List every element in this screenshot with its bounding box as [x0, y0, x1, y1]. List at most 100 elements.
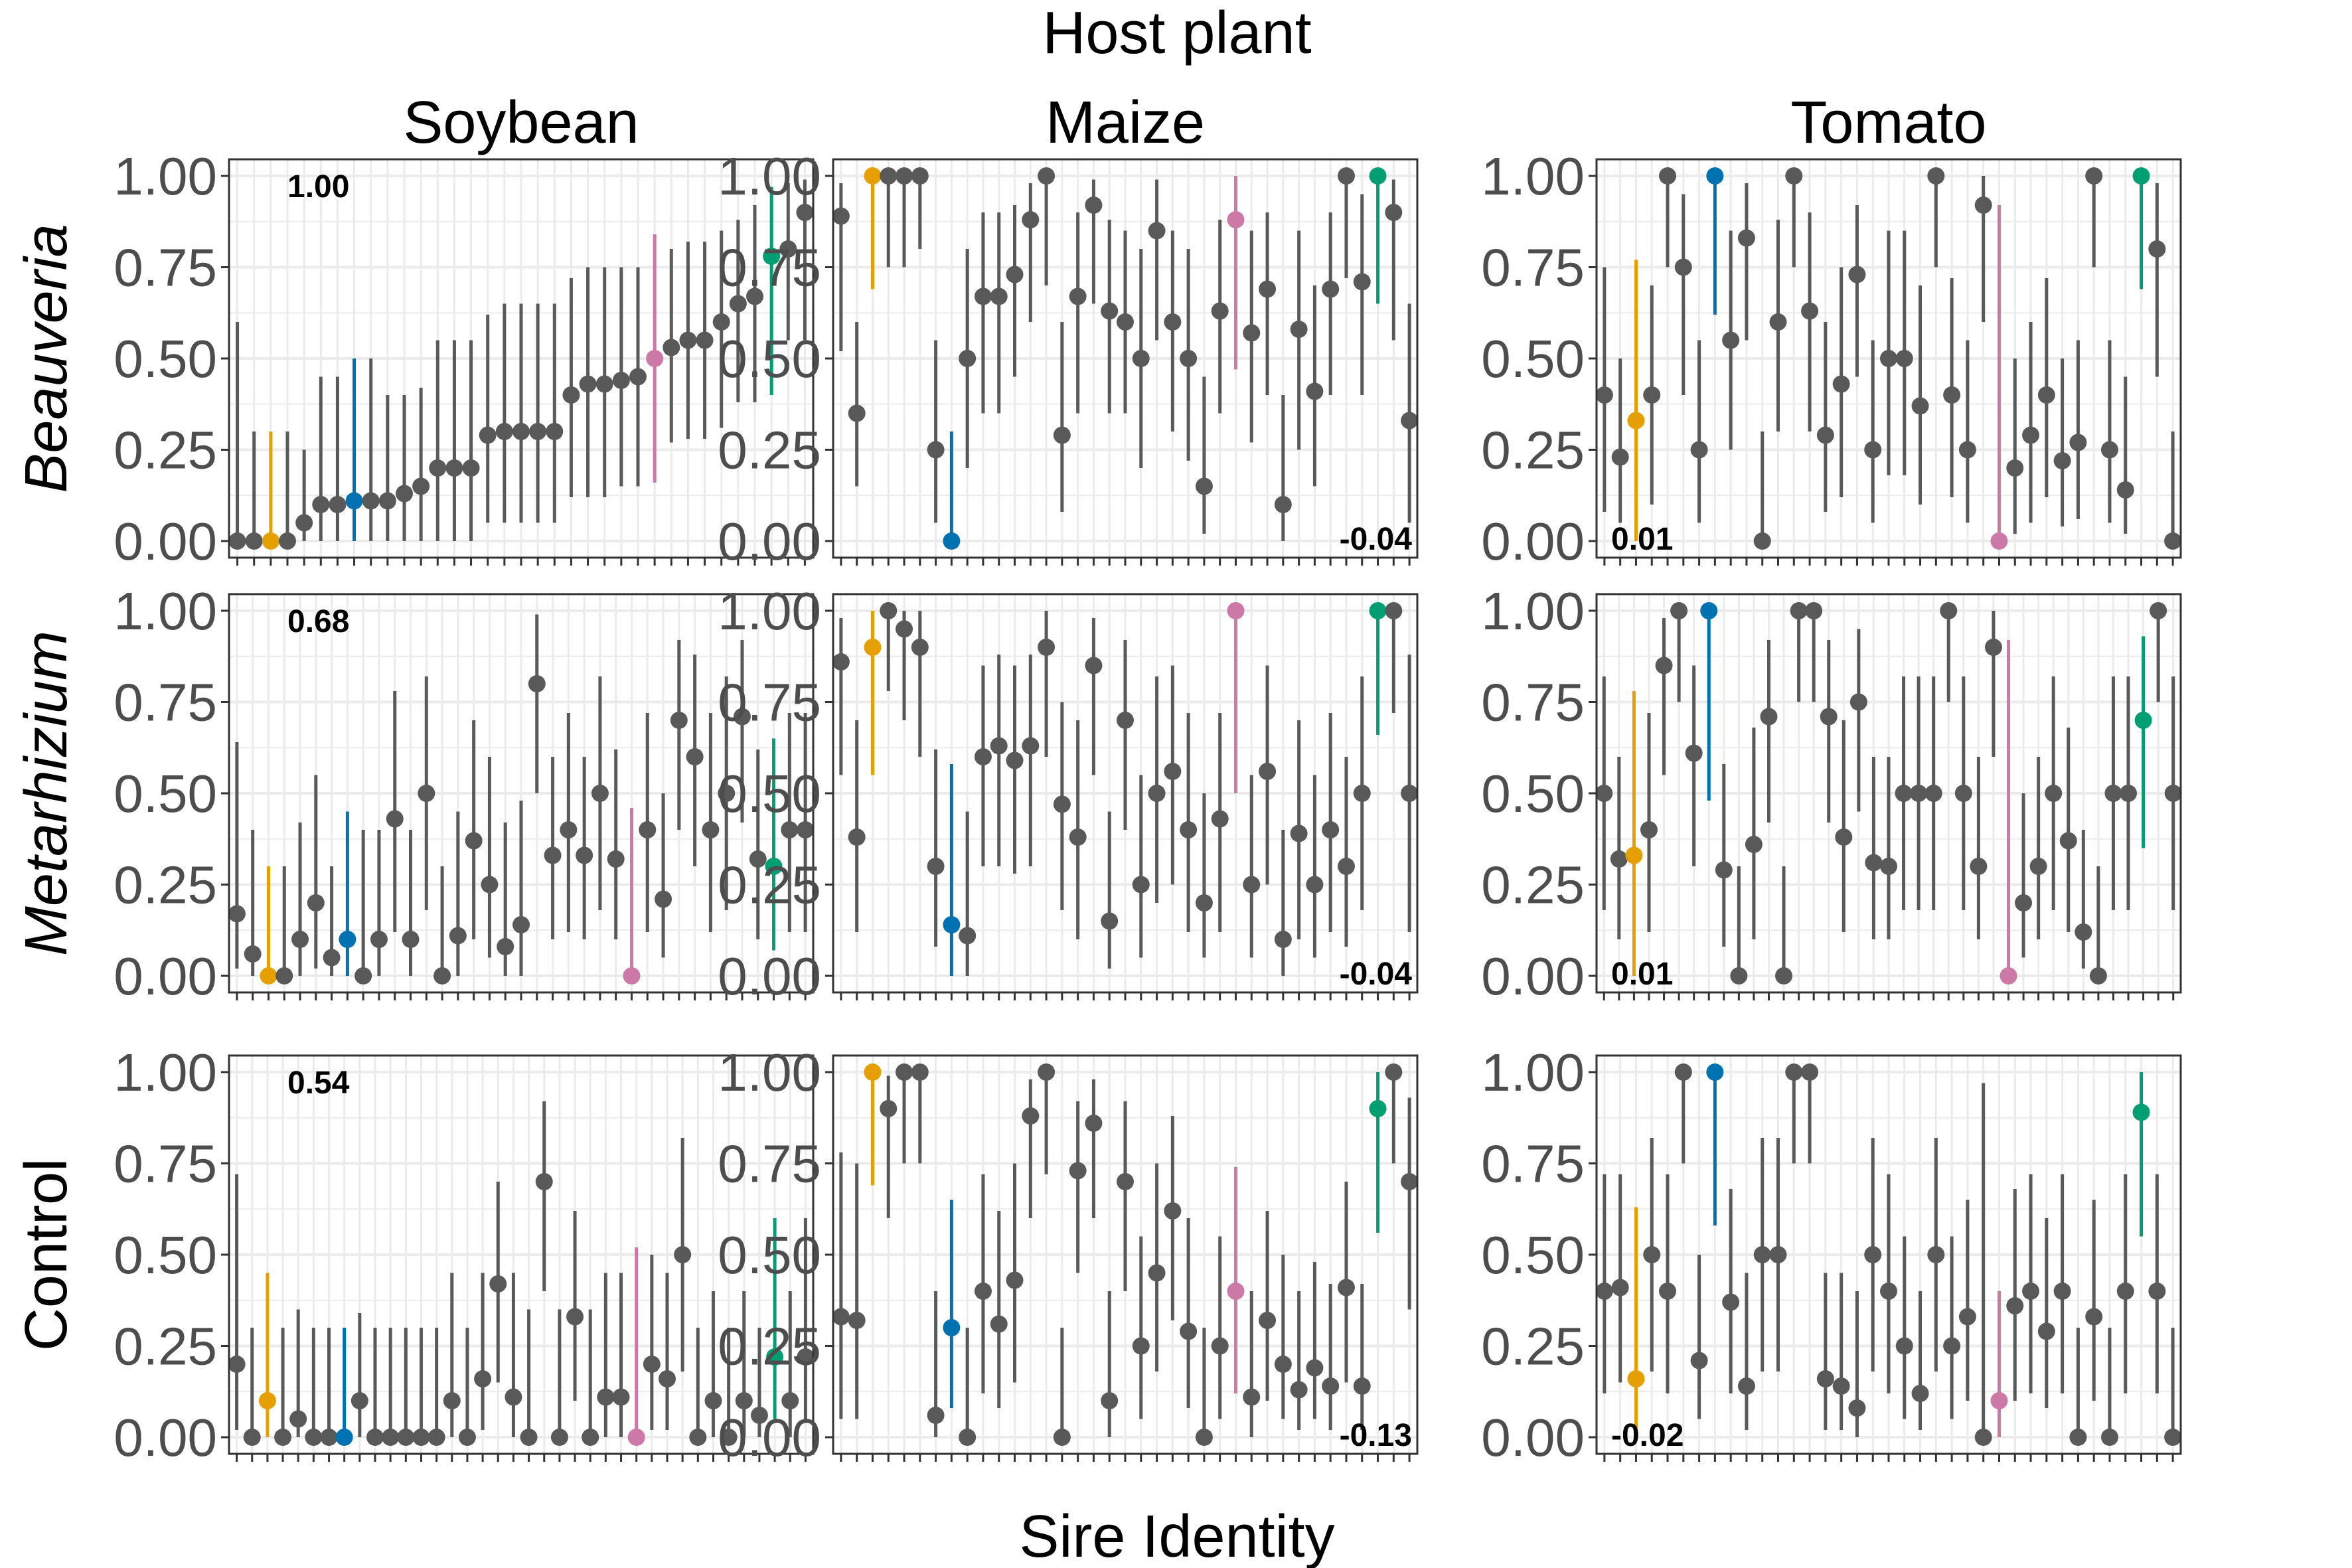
- sire-point: [2075, 923, 2092, 941]
- y-tick-label: 0.50: [114, 1225, 217, 1285]
- sire-point: [1974, 1429, 1992, 1446]
- sire-point: [729, 295, 747, 313]
- sire-point: [1611, 1279, 1629, 1296]
- sire-point: [1401, 1173, 1419, 1190]
- y-tick-label: 0.25: [1481, 1317, 1585, 1376]
- sire-point: [1022, 1107, 1040, 1125]
- sire-point: [465, 832, 483, 850]
- sire-point: [733, 708, 751, 726]
- sire-point: [702, 821, 720, 838]
- sire-point: [443, 1392, 461, 1409]
- sire-point: [974, 748, 992, 765]
- y-tick-label: 0.25: [1481, 856, 1585, 915]
- sire-point: [612, 1388, 630, 1406]
- sire-point: [1595, 1283, 1613, 1300]
- sire-point: [974, 287, 992, 305]
- sire-point: [1101, 1392, 1119, 1409]
- sire-point: [1038, 639, 1056, 656]
- y-tick-label: 1.00: [1481, 147, 1585, 206]
- y-tick-label: 0.50: [1481, 1225, 1585, 1285]
- sire-point: [927, 441, 945, 459]
- sire-point: [1659, 167, 1677, 185]
- highlighted-sire-point: [262, 532, 279, 550]
- sire-point: [2006, 1297, 2024, 1314]
- highlighted-sire-point: [1227, 602, 1245, 619]
- sire-point: [228, 905, 246, 923]
- highlighted-sire-point: [1990, 1392, 2008, 1409]
- facet-panel: 0.00 0.25 0.50 0.75 1.00 1.00: [114, 147, 815, 571]
- facet-panel: 0.00 0.25 0.50 0.75 1.00 -0.02: [1481, 1043, 2182, 1467]
- y-tick-label: 0.00: [114, 1408, 217, 1467]
- sire-point: [2085, 167, 2103, 185]
- y-tick-label: 0.75: [718, 238, 821, 297]
- highlighted-sire-point: [943, 1319, 961, 1336]
- y-tick-label: 0.75: [114, 238, 217, 297]
- sire-point: [911, 1063, 929, 1081]
- highlighted-sire-point: [766, 1348, 784, 1366]
- highlighted-sire-point: [864, 1063, 882, 1081]
- y-tick-label: 0.75: [1481, 1135, 1585, 1194]
- sire-point: [354, 967, 372, 984]
- highlighted-sire-point: [2134, 712, 2152, 729]
- sire-point: [1895, 350, 1913, 367]
- sire-point: [1353, 785, 1371, 802]
- highlighted-sire-point: [1625, 846, 1643, 864]
- sire-point: [1085, 196, 1103, 214]
- sire-point: [1290, 1381, 1308, 1399]
- sire-point: [1775, 967, 1793, 984]
- sire-point: [1801, 302, 1819, 320]
- sire-point: [2148, 240, 2166, 258]
- y-tick-label: 0.25: [718, 856, 821, 915]
- sire-point: [896, 1063, 913, 1081]
- sire-point: [1306, 1359, 1324, 1377]
- sire-point: [1353, 1377, 1371, 1395]
- sire-point: [429, 459, 447, 477]
- facet-panel: 0.00 0.25 0.50 0.75 1.00 0.54: [114, 1043, 815, 1467]
- sire-point: [312, 496, 330, 513]
- sire-point: [1927, 1246, 1945, 1263]
- sire-point: [629, 368, 647, 386]
- sire-point: [2053, 1283, 2071, 1300]
- y-tick-label: 0.25: [114, 1317, 217, 1376]
- correlation-label: 0.68: [287, 604, 349, 639]
- sire-point: [1385, 204, 1403, 221]
- sire-point: [243, 1429, 261, 1446]
- correlation-label: -0.02: [1611, 1418, 1684, 1453]
- sire-point: [1974, 196, 1992, 214]
- sire-point: [832, 653, 850, 670]
- facet-column-label: Tomato: [1790, 90, 1986, 156]
- highlighted-sire-point: [1700, 602, 1718, 619]
- sire-point: [749, 850, 767, 868]
- sire-point: [1337, 1279, 1355, 1296]
- sire-point: [911, 639, 929, 656]
- sire-point: [228, 1356, 246, 1373]
- sire-point: [279, 532, 296, 550]
- sire-point: [1038, 1063, 1056, 1081]
- sire-point: [1069, 828, 1087, 846]
- sire-point: [418, 785, 435, 802]
- sire-point: [2045, 785, 2063, 802]
- sire-point: [1322, 1377, 1340, 1395]
- sire-point: [1038, 167, 1056, 185]
- sire-point: [428, 1429, 445, 1446]
- sire-point: [1069, 287, 1087, 305]
- sire-point: [2037, 1322, 2055, 1340]
- sire-point: [544, 846, 562, 864]
- sire-point: [1690, 1352, 1708, 1370]
- sire-point: [1674, 258, 1692, 276]
- sire-point: [481, 876, 499, 894]
- correlation-label: 0.01: [1611, 522, 1673, 557]
- sire-point: [1722, 331, 1740, 349]
- sire-point: [1306, 876, 1324, 894]
- sire-point: [2015, 894, 2033, 911]
- sire-point: [1195, 894, 1213, 911]
- y-tick-label: 0.75: [1481, 673, 1585, 732]
- facet-row-label: Metarhizium: [13, 631, 80, 956]
- sire-point: [1195, 477, 1213, 495]
- sire-point: [674, 1246, 692, 1263]
- y-tick-label: 0.25: [114, 856, 217, 915]
- sire-point: [1006, 266, 1024, 283]
- highlighted-sire-point: [335, 1429, 353, 1446]
- highlighted-sire-point: [1999, 967, 2017, 984]
- sire-point: [1924, 785, 1942, 802]
